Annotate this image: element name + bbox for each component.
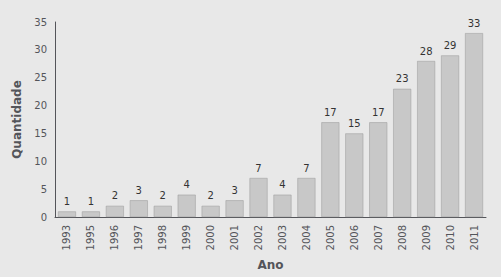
svg-text:7: 7 (255, 163, 261, 174)
svg-text:20: 20 (34, 100, 47, 111)
svg-text:2003: 2003 (277, 225, 288, 250)
svg-text:2001: 2001 (229, 225, 240, 250)
svg-text:2007: 2007 (373, 225, 384, 250)
svg-text:1995: 1995 (85, 225, 96, 250)
svg-text:2000: 2000 (205, 225, 216, 250)
svg-text:4: 4 (279, 179, 285, 190)
svg-text:35: 35 (34, 17, 47, 28)
svg-text:2: 2 (160, 190, 166, 201)
svg-text:1: 1 (64, 196, 70, 207)
svg-text:4: 4 (184, 179, 190, 190)
svg-text:2002: 2002 (253, 225, 264, 250)
svg-text:29: 29 (444, 40, 457, 51)
svg-text:2: 2 (207, 190, 213, 201)
svg-text:1997: 1997 (133, 225, 144, 250)
svg-text:2: 2 (112, 190, 118, 201)
svg-text:1: 1 (88, 196, 94, 207)
svg-text:28: 28 (420, 46, 433, 57)
svg-text:30: 30 (34, 44, 47, 55)
svg-text:7: 7 (303, 163, 309, 174)
svg-text:2010: 2010 (445, 225, 456, 250)
svg-text:2011: 2011 (469, 225, 480, 250)
svg-text:5: 5 (41, 184, 47, 195)
svg-text:3: 3 (231, 185, 237, 196)
svg-text:2006: 2006 (349, 225, 360, 250)
svg-text:1993: 1993 (61, 225, 72, 250)
svg-text:2004: 2004 (301, 225, 312, 250)
svg-text:10: 10 (34, 156, 47, 167)
svg-text:1996: 1996 (109, 225, 120, 250)
svg-text:25: 25 (34, 72, 47, 83)
svg-text:0: 0 (41, 212, 47, 223)
svg-text:1999: 1999 (181, 225, 192, 250)
svg-text:15: 15 (348, 118, 361, 129)
svg-text:23: 23 (396, 73, 409, 84)
svg-text:2005: 2005 (325, 225, 336, 250)
svg-text:15: 15 (34, 128, 47, 139)
svg-text:Ano: Ano (257, 258, 283, 272)
svg-text:3: 3 (136, 185, 142, 196)
svg-text:33: 33 (468, 18, 481, 29)
svg-text:2009: 2009 (421, 225, 432, 250)
svg-text:17: 17 (324, 107, 337, 118)
svg-text:Quantidade: Quantidade (10, 80, 24, 159)
svg-text:1998: 1998 (157, 225, 168, 250)
svg-text:17: 17 (372, 107, 385, 118)
svg-text:2008: 2008 (397, 225, 408, 250)
